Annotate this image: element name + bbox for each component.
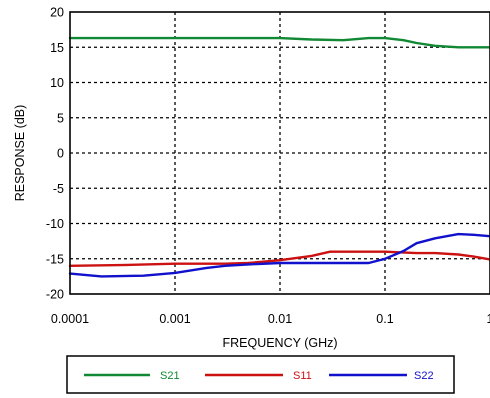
x-tick-label: 0.01 <box>268 312 292 326</box>
x-tick-label: 0.1 <box>376 312 393 326</box>
y-tick-labels: 20 15 10 5 0 -5 -10 -15 -20 <box>46 6 64 302</box>
y-tick-label: -10 <box>46 217 64 231</box>
y-tick-label: 20 <box>50 6 64 20</box>
y-tick-label: 10 <box>50 76 64 90</box>
grid-lines <box>70 12 490 294</box>
y-tick-label: 5 <box>57 111 64 125</box>
series-line-s21 <box>68 36 490 49</box>
x-tick-label: 1 <box>487 312 490 326</box>
x-tick-labels: 0.0001 0.001 0.01 0.1 1 <box>51 312 490 326</box>
y-tick-label: -5 <box>53 182 64 196</box>
x-axis-label: FREQUENCY (GHz) <box>222 336 337 350</box>
plot-frame <box>69 11 490 295</box>
plot-series <box>68 36 490 278</box>
y-axis-label: RESPONSE (dB) <box>13 105 27 202</box>
x-tick-label: 0.001 <box>159 312 190 326</box>
legend-label-s11: S11 <box>293 370 312 382</box>
y-tick-label: -15 <box>46 252 64 266</box>
y-tick-label: 15 <box>50 41 64 55</box>
legend-label-s21: S21 <box>160 370 180 382</box>
y-tick-label: 0 <box>57 147 64 161</box>
series-line-s22 <box>68 232 490 278</box>
y-tick-label: -20 <box>46 288 64 302</box>
series-line-s11 <box>68 250 490 267</box>
legend: S21 S11 S22 <box>84 370 434 382</box>
x-tick-label: 0.0001 <box>51 312 89 326</box>
legend-label-s22: S22 <box>414 370 434 382</box>
